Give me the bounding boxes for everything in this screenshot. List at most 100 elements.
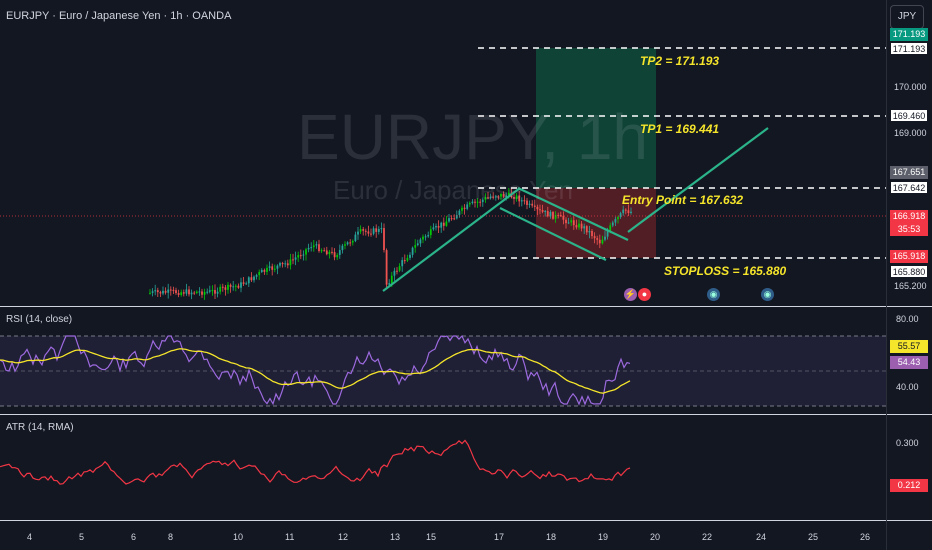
candle-body	[346, 242, 349, 245]
candle-body	[455, 215, 458, 219]
time-tick: 18	[546, 532, 557, 542]
candle-body	[370, 233, 372, 235]
candle-body	[492, 196, 495, 198]
uptrend-line	[382, 187, 521, 292]
candle-body	[250, 277, 253, 281]
entry-annotation[interactable]: Entry Point = 167.632	[622, 193, 744, 207]
candle-body	[216, 291, 219, 294]
candle-body	[159, 292, 162, 294]
time-tick: 17	[494, 532, 505, 542]
time-tick: 10	[233, 532, 244, 542]
candle-body	[526, 200, 528, 205]
lightning-event-icon[interactable]: ⚡	[624, 288, 637, 301]
candle-body	[562, 215, 565, 220]
candle-body	[302, 254, 305, 256]
candle-body	[372, 228, 375, 234]
candle-body	[211, 290, 214, 292]
candle-body	[338, 250, 341, 255]
candle-body	[175, 290, 177, 294]
candle-body	[271, 266, 274, 270]
rsi-ma-tag: 55.57	[890, 340, 928, 353]
flag-event-icon[interactable]: ◉	[761, 288, 774, 301]
candle-body	[149, 292, 151, 294]
candle-body	[284, 263, 287, 265]
candle-body	[188, 289, 190, 295]
candle-body	[528, 203, 531, 205]
time-tick: 20	[650, 532, 661, 542]
candle-body	[583, 226, 586, 229]
currency-button[interactable]: JPY	[890, 5, 924, 29]
candle-body	[419, 239, 422, 244]
candle-body	[255, 275, 258, 277]
candle-body	[453, 218, 456, 220]
rsi-tick: 80.00	[896, 314, 919, 324]
candle-body	[481, 199, 484, 202]
tp2-annotation[interactable]: TP2 = 171.193	[640, 54, 720, 68]
symbol-header[interactable]: EURJPY · Euro / Japanese Yen · 1h · OAND…	[6, 10, 232, 22]
candle-body	[323, 250, 326, 252]
candle-body	[380, 228, 383, 230]
candle-body	[622, 209, 625, 214]
candle-body	[479, 201, 482, 203]
flag-event-icon[interactable]: ◉	[707, 288, 720, 301]
candle-body	[518, 195, 521, 202]
rsi-label[interactable]: RSI (14, close)	[6, 314, 73, 325]
stop-red-tag: 165.918	[890, 250, 928, 263]
candle-body	[580, 223, 583, 229]
stoploss-price-tag: 165.880	[890, 265, 928, 278]
candle-body	[601, 239, 604, 244]
candle-body	[489, 196, 492, 198]
candle-body	[331, 251, 333, 253]
candle-body	[292, 259, 294, 261]
candle-body	[315, 244, 318, 246]
candle-body	[224, 287, 227, 290]
candle-body	[442, 222, 445, 226]
candle-body	[557, 214, 560, 216]
candle-body	[214, 290, 216, 294]
candle-body	[450, 218, 453, 220]
candle-body	[172, 289, 175, 291]
candle-body	[245, 283, 248, 285]
candle-body	[531, 203, 534, 206]
candle-body	[164, 290, 167, 293]
candle-body	[593, 236, 596, 239]
time-tick: 8	[168, 532, 174, 542]
candle-body	[286, 263, 289, 266]
atr-tick: 0.300	[896, 438, 919, 448]
atr-label[interactable]: ATR (14, RMA)	[6, 422, 74, 433]
candle-body	[351, 241, 354, 243]
stoploss-annotation[interactable]: STOPLOSS = 165.880	[664, 264, 787, 278]
candle-body	[177, 293, 180, 295]
rsi-ma-line	[0, 348, 631, 394]
candle-body	[341, 245, 344, 251]
candle-body	[471, 201, 474, 203]
candle-body	[437, 226, 440, 228]
channel-upper-line	[517, 187, 629, 241]
candle-body	[195, 291, 198, 293]
candle-body	[390, 275, 393, 284]
candle-body	[393, 270, 396, 276]
candle-body	[565, 219, 567, 224]
watermark-name: Euro / Japanese Yen	[333, 175, 573, 205]
candle-body	[598, 239, 601, 244]
tp2-price-tag: 171.193	[890, 42, 928, 55]
calendar-event-icon[interactable]: ●	[638, 288, 651, 301]
candle-body	[476, 201, 479, 203]
candle-body	[559, 215, 562, 217]
candle-body	[385, 250, 388, 285]
watermark-symbol: EURJPY, 1h	[297, 101, 648, 173]
entry-price-tag: 167.642	[890, 181, 928, 194]
candle-body	[312, 245, 315, 248]
last-price-tag: 166.918	[890, 210, 928, 223]
tp1-annotation[interactable]: TP1 = 169.441	[640, 122, 720, 136]
candle-body	[388, 283, 391, 285]
candle-body	[533, 205, 536, 207]
candle-body	[567, 222, 570, 224]
candle-body	[505, 195, 508, 197]
rsi-line	[0, 334, 631, 406]
entry-gray-tag: 167.651	[890, 166, 928, 179]
atr-value-tag: 0.212	[890, 479, 928, 492]
time-tick: 6	[131, 532, 137, 542]
candle-body	[554, 214, 557, 219]
